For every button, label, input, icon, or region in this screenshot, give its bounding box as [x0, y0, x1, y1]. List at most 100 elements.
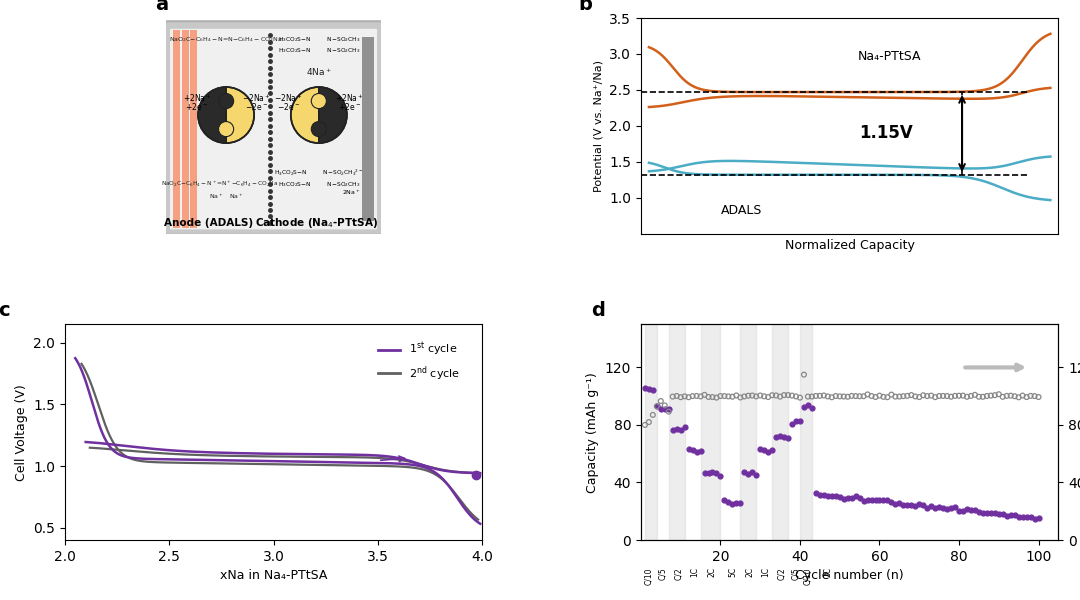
Point [775, 432, 793, 442]
Point [807, 488, 824, 498]
Point [696, 390, 713, 400]
Y-axis label: Potential (V vs. Na⁺/Na): Potential (V vs. Na⁺/Na) [594, 60, 604, 192]
Point [795, 402, 812, 412]
Point [998, 511, 1015, 521]
Point [652, 396, 670, 406]
Point [967, 390, 984, 400]
Point [943, 503, 960, 513]
Point [879, 496, 896, 505]
Text: C/10: C/10 [804, 568, 812, 585]
Point [934, 391, 951, 401]
Point [657, 401, 674, 410]
Point [1026, 391, 1043, 401]
Point [640, 417, 658, 427]
Point [692, 392, 710, 401]
Point [967, 505, 984, 515]
Circle shape [311, 94, 326, 109]
Text: C/5: C/5 [792, 568, 800, 580]
Point [804, 392, 821, 401]
Point [970, 392, 987, 401]
Point [783, 391, 800, 400]
Point [807, 391, 824, 401]
Text: $-$2e$^-$: $-$2e$^-$ [278, 101, 300, 112]
Point [669, 425, 686, 434]
Point [676, 392, 693, 401]
Point [740, 391, 757, 401]
Point [652, 404, 670, 413]
Point [832, 492, 849, 502]
Point [692, 446, 710, 456]
Point [899, 500, 916, 510]
Point [823, 491, 840, 501]
Text: C/10: C/10 [645, 568, 653, 585]
Point [724, 499, 741, 509]
Point [735, 392, 753, 401]
Point [759, 392, 777, 402]
X-axis label: Normalized Capacity: Normalized Capacity [785, 239, 915, 252]
Point [915, 391, 932, 400]
Text: 2C: 2C [746, 568, 755, 577]
Point [955, 391, 972, 400]
Point [994, 509, 1011, 518]
Text: +2Na$^+$: +2Na$^+$ [335, 92, 363, 104]
Point [867, 496, 885, 505]
Point [978, 391, 996, 401]
Point [982, 508, 999, 517]
Text: Cathode (Na$_4$-PTtSA): Cathode (Na$_4$-PTtSA) [255, 216, 378, 230]
Point [712, 471, 729, 481]
Point [955, 506, 972, 516]
Point [716, 391, 733, 401]
Point [787, 392, 805, 401]
Point [919, 503, 936, 513]
Point [958, 392, 975, 401]
Bar [772, 324, 788, 540]
Point [707, 469, 725, 478]
Text: ADALS: ADALS [721, 203, 762, 217]
Point [1010, 512, 1027, 522]
Point [712, 391, 729, 401]
Point [664, 425, 681, 434]
Point [887, 499, 904, 509]
Point [906, 501, 923, 511]
Point [704, 392, 721, 402]
Point [922, 391, 940, 400]
Point [962, 505, 980, 514]
Point [783, 419, 800, 428]
Point [636, 420, 653, 430]
Point [792, 416, 809, 426]
Point [882, 497, 900, 506]
Text: $-$2e$^-$: $-$2e$^-$ [245, 101, 268, 112]
Point [759, 447, 777, 457]
Point [756, 392, 773, 401]
Point [819, 491, 836, 501]
Point [795, 370, 812, 379]
Point [934, 503, 951, 512]
Point [672, 392, 689, 402]
Y-axis label: Capacity (mAh g⁻¹): Capacity (mAh g⁻¹) [586, 372, 599, 493]
Point [680, 445, 698, 454]
Bar [173, 30, 180, 229]
Bar [181, 30, 189, 229]
Point [669, 391, 686, 401]
Point [1002, 511, 1020, 520]
Point [640, 384, 658, 394]
Point [870, 391, 888, 400]
Point [644, 385, 661, 395]
Point [731, 392, 748, 402]
Text: 2C: 2C [708, 568, 717, 577]
Point [1018, 512, 1036, 521]
Point [775, 390, 793, 400]
Point [648, 401, 665, 410]
Point [832, 392, 849, 401]
Point [847, 391, 864, 401]
Text: 1C: 1C [690, 568, 699, 577]
Legend: 1$^{\mathrm{st}}$ cycle, 2$^{\mathrm{nd}}$ cycle: 1$^{\mathrm{st}}$ cycle, 2$^{\mathrm{nd}… [373, 337, 464, 387]
Bar [645, 324, 657, 540]
Circle shape [311, 122, 326, 137]
Point [943, 392, 960, 401]
Point [958, 504, 975, 514]
X-axis label: Cycle number (n): Cycle number (n) [795, 569, 904, 582]
Point [780, 433, 797, 443]
Point [939, 504, 956, 514]
Point [660, 407, 677, 416]
